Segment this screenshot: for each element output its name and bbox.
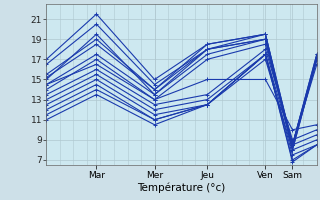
X-axis label: Température (°c): Température (°c) — [138, 182, 226, 193]
